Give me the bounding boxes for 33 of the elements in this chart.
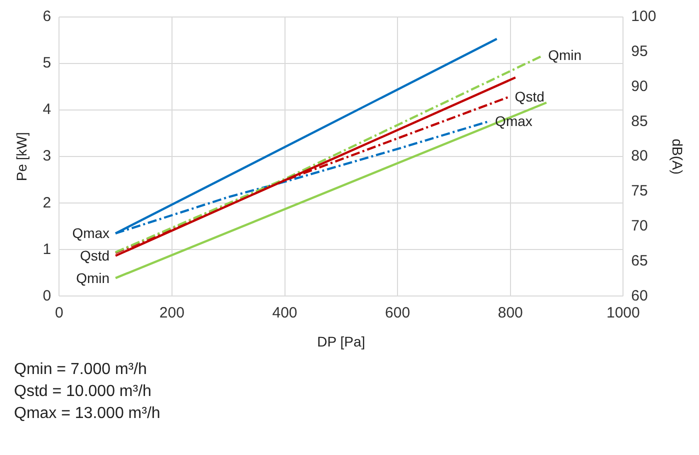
- x-tick-label: 400: [272, 304, 298, 322]
- series-label: Qmin: [76, 270, 110, 286]
- y2-tick-label: 75: [631, 182, 648, 200]
- y2-tick-label: 65: [631, 252, 648, 270]
- y-tick-label: 2: [42, 194, 52, 212]
- y-tick-label: 3: [42, 148, 52, 165]
- y2-tick-label: 90: [631, 78, 648, 95]
- series-label: Qmax: [72, 225, 110, 242]
- y2-tick-label: 60: [631, 287, 648, 304]
- text: Qmin = 7.000 m³/h: [14, 360, 148, 380]
- series-label: Qstd: [80, 248, 110, 264]
- y-tick-label: 0: [42, 287, 52, 304]
- y-tick-label: 4: [42, 101, 52, 118]
- y-axis-title: Pe [kW]: [13, 132, 30, 182]
- series-label: Qstd: [514, 88, 544, 104]
- y2-tick-label: 95: [631, 43, 648, 60]
- text: Qmax = 13.000 m³/h: [14, 404, 162, 424]
- x-tick-label: 600: [385, 304, 410, 322]
- series-label: Qmin: [548, 47, 582, 64]
- y2-tick-label: 80: [631, 148, 648, 165]
- x-tick-label: 200: [159, 304, 184, 322]
- y2-tick-label: 100: [631, 8, 656, 26]
- y-tick-label: 6: [42, 8, 52, 26]
- y2-tick-label: 70: [631, 218, 648, 235]
- y-tick-label: 1: [42, 240, 52, 258]
- x-tick-label: 0: [54, 304, 64, 322]
- x-tick-label: 800: [498, 304, 523, 322]
- y2-axis-title: dB(A): [670, 138, 686, 174]
- y2-tick-label: 85: [631, 112, 648, 130]
- y-tick-label: 5: [42, 54, 52, 72]
- x-axis-title: DP [Pa]: [317, 333, 366, 350]
- x-tick-label: 1000: [606, 304, 640, 322]
- text: Qstd = 10.000 m³/h: [14, 382, 152, 402]
